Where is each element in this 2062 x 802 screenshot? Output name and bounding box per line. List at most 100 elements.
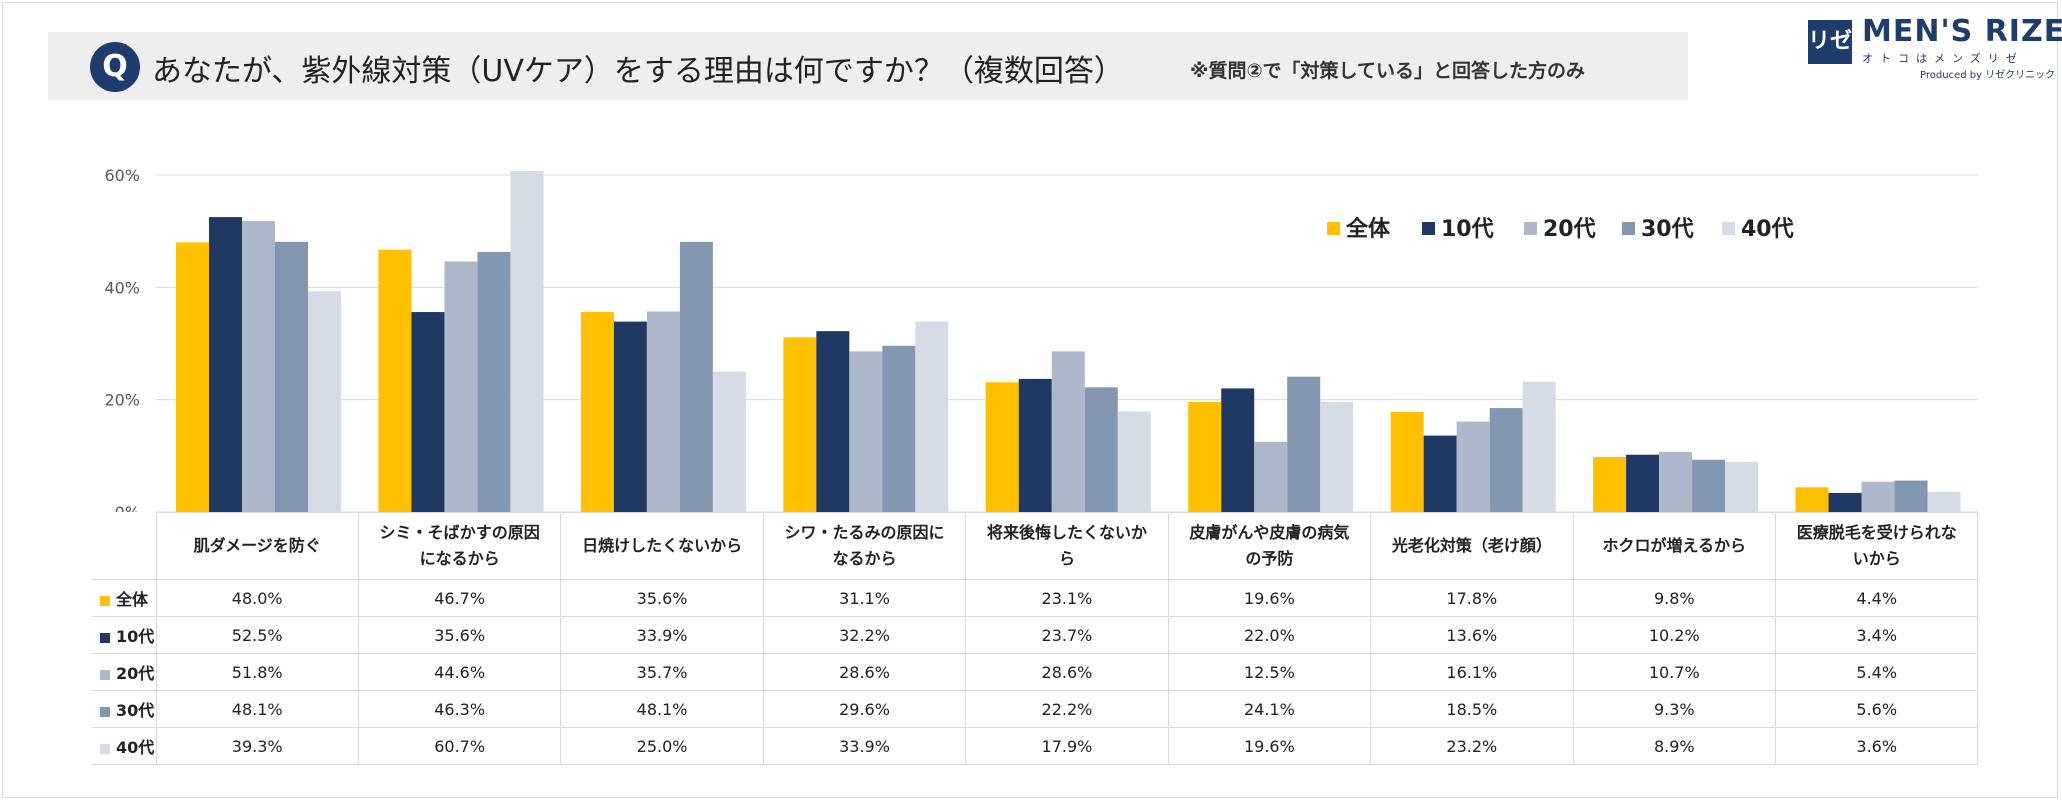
category-label: 将来後悔したくないから xyxy=(965,512,1169,580)
table-cell: 16.1% xyxy=(1370,653,1574,691)
bar-3-8 xyxy=(1894,480,1928,512)
table-cell: 31.1% xyxy=(762,579,967,617)
bar-2-1 xyxy=(444,261,478,512)
y-tick-label: 40% xyxy=(104,278,140,297)
bar-2-4 xyxy=(1051,351,1085,512)
legend-label: 20代 xyxy=(1543,217,1596,242)
bar-3-6 xyxy=(1489,408,1523,512)
category-label-line: いから xyxy=(1852,549,1901,568)
category-label: ホクロが増えるから xyxy=(1572,512,1777,580)
table-cell: 3.4% xyxy=(1774,616,1979,654)
table-cell: 60.7% xyxy=(357,727,562,765)
bar-4-2 xyxy=(712,371,746,512)
bar-0-4 xyxy=(985,382,1019,512)
bar-4-0 xyxy=(308,291,341,512)
table-cell: 19.6% xyxy=(1167,727,1372,765)
bar-1-4 xyxy=(1018,378,1052,512)
question-banner xyxy=(48,32,1688,100)
question-mark-badge: Q xyxy=(90,42,140,92)
table-cell: 8.9% xyxy=(1572,727,1777,765)
category-label: シミ・そばかすの原因 になるから xyxy=(357,512,562,580)
bar-0-6 xyxy=(1390,412,1424,512)
table-cell: 48.0% xyxy=(155,579,359,617)
table-cell: 33.9% xyxy=(560,616,764,654)
bar-0-2 xyxy=(580,312,614,512)
category-label-line: 皮膚がんや皮膚の病気 xyxy=(1189,523,1350,543)
bar-2-2 xyxy=(646,311,680,512)
table-cell: 18.5% xyxy=(1370,690,1574,728)
table-cell: 9.3% xyxy=(1572,690,1777,728)
table-cell: 33.9% xyxy=(762,727,967,765)
category-label: 肌ダメージを防ぐ xyxy=(155,512,359,580)
bar-4-4 xyxy=(1117,411,1151,512)
table-cell: 10.7% xyxy=(1572,653,1777,691)
bar-2-8 xyxy=(1861,481,1895,512)
table-cell: 28.6% xyxy=(762,653,967,691)
table-cell: 28.6% xyxy=(965,653,1169,691)
category-label-line: 将来後悔したくないか xyxy=(986,523,1147,543)
bar-4-5 xyxy=(1320,401,1354,512)
table-cell: 48.1% xyxy=(560,690,764,728)
series-swatch xyxy=(100,743,110,754)
legend-label: 40代 xyxy=(1741,217,1794,242)
bar-1-6 xyxy=(1423,435,1457,512)
question-note: ※質問②で「対策している」と回答した方のみ xyxy=(1190,60,1585,82)
bar-3-2 xyxy=(679,241,713,512)
legend-swatch xyxy=(1722,222,1735,235)
series-label: 30代 xyxy=(92,690,157,728)
data-table: 肌ダメージを防ぐ シミ・そばかすの原因 になるから 日焼けしたくないから シワ・たるみの… xyxy=(92,512,1979,765)
table-row: 10代 52.5% 35.6% 33.9% 32.2% 23.7% 22.0% 13.6% 10… xyxy=(92,616,1979,654)
bar-3-7 xyxy=(1692,459,1726,512)
bar-2-6 xyxy=(1456,421,1490,512)
brand-logo-produced: Produced by リゼクリニック xyxy=(1920,70,2056,81)
category-label: 光老化対策（老け顔） xyxy=(1370,512,1574,580)
table-cell: 22.2% xyxy=(965,690,1169,728)
series-name: 30代 xyxy=(116,701,155,720)
bar-0-3 xyxy=(783,337,817,512)
bar-2-7 xyxy=(1659,451,1693,512)
bar-4-3 xyxy=(915,321,949,512)
table-cell: 46.7% xyxy=(357,579,562,617)
category-label: 日焼けしたくないから xyxy=(560,512,764,580)
table-cell: 25.0% xyxy=(560,727,764,765)
series-label: 40代 xyxy=(92,727,157,765)
bar-4-8 xyxy=(1927,491,1961,512)
series-name: 10代 xyxy=(116,627,155,646)
table-cell: 17.9% xyxy=(965,727,1169,765)
legend-swatch xyxy=(1422,222,1435,235)
category-label-line: 日焼けしたくないから xyxy=(582,536,743,556)
category-label-line: になるから xyxy=(419,549,500,568)
bar-1-7 xyxy=(1626,454,1660,512)
legend-swatch xyxy=(1524,222,1537,235)
y-tick-label: 60% xyxy=(104,166,140,185)
table-cell: 32.2% xyxy=(762,616,967,654)
category-label-line: 光老化対策（老け顔） xyxy=(1391,536,1552,556)
table-cell: 13.6% xyxy=(1370,616,1574,654)
y-tick-label: 0% xyxy=(115,503,140,512)
legend-label: 10代 xyxy=(1441,217,1494,242)
legend-label: 30代 xyxy=(1641,217,1694,242)
table-cell: 12.5% xyxy=(1167,653,1372,691)
table-cell: 23.2% xyxy=(1370,727,1574,765)
table-cell: 4.4% xyxy=(1774,579,1979,617)
legend-label: 全体 xyxy=(1345,216,1391,242)
table-cell: 3.6% xyxy=(1774,727,1979,765)
bar-1-8 xyxy=(1828,492,1862,512)
bar-2-0 xyxy=(242,221,275,512)
series-name: 20代 xyxy=(116,664,155,683)
category-label: 医療脱毛を受けられな いから xyxy=(1774,512,1979,580)
table-cell: 9.8% xyxy=(1572,579,1777,617)
series-swatch xyxy=(100,706,110,717)
series-label: 10代 xyxy=(92,616,157,654)
brand-logo-mark: リゼ xyxy=(1808,20,1852,64)
bar-1-2 xyxy=(613,321,647,512)
category-label-line: なるから xyxy=(832,549,897,568)
table-row: 全体 48.0% 46.7% 35.6% 31.1% 23.1% 19.6% 17.8% 9.8… xyxy=(92,579,1979,617)
question-title: あなたが、紫外線対策（UVケア）をする理由は何ですか？（複数回答） xyxy=(152,54,1124,89)
bar-3-1 xyxy=(477,251,511,512)
table-row: 20代 51.8% 44.6% 35.7% 28.6% 28.6% 12.5% 16.1% 10… xyxy=(92,653,1979,691)
category-label-line: シミ・そばかすの原因 xyxy=(379,523,540,543)
series-name: 全体 xyxy=(116,590,149,609)
table-cell: 10.2% xyxy=(1572,616,1777,654)
